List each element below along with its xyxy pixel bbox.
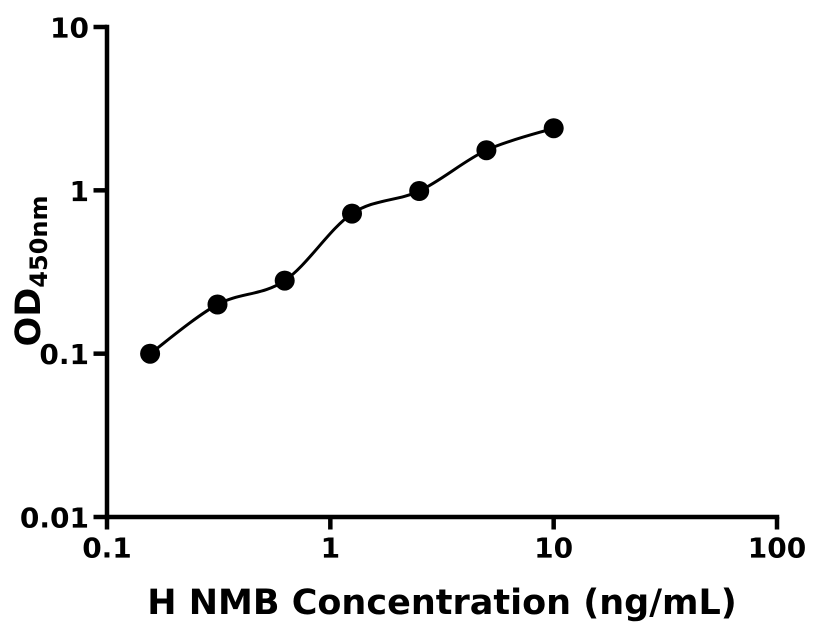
data-point — [274, 270, 295, 291]
y-axis-title-subscript: 450nm — [25, 195, 53, 288]
y-tick-label: 0.01 — [20, 502, 89, 535]
y-tick-label: 1 — [70, 175, 89, 208]
data-point — [207, 294, 228, 315]
y-axis-title-main: OD — [9, 287, 49, 347]
data-point — [409, 181, 430, 201]
x-tick-label: 100 — [748, 532, 806, 565]
y-axis-title: OD450nm — [9, 195, 53, 346]
x-axis-title: H NMB Concentration (ng/mL) — [147, 583, 737, 623]
data-point — [543, 118, 564, 139]
y-tick-label: 10 — [50, 12, 89, 45]
y-tick-label: 0.1 — [39, 338, 89, 371]
data-point — [342, 203, 362, 224]
fit-curve — [149, 126, 555, 355]
data-point — [140, 343, 161, 364]
x-tick-label: 1 — [321, 532, 340, 565]
data-point — [476, 140, 497, 161]
x-tick-label: 0.1 — [82, 532, 132, 565]
x-tick-label: 10 — [534, 532, 573, 565]
